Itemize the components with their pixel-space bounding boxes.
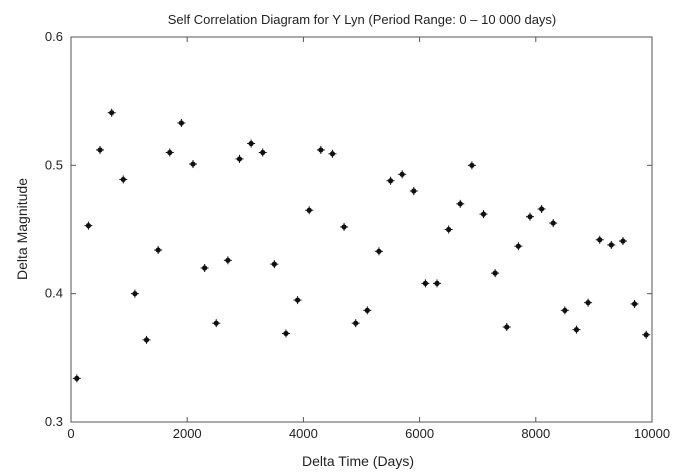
y-tick-label: 0.5 xyxy=(45,157,63,172)
data-point xyxy=(305,206,314,215)
data-point xyxy=(281,329,290,338)
plot-frame xyxy=(70,36,653,423)
data-point xyxy=(386,176,395,185)
x-axis-label: Delta Time (Days) xyxy=(302,453,414,469)
x-tick-label: 2000 xyxy=(173,426,202,441)
data-point xyxy=(235,154,244,163)
chart-title: Self Correlation Diagram for Y Lyn (Peri… xyxy=(168,12,557,27)
data-point xyxy=(537,204,546,213)
data-point xyxy=(572,325,581,334)
data-point xyxy=(293,296,302,305)
data-point xyxy=(107,108,116,117)
y-tick-label: 0.4 xyxy=(45,286,63,301)
data-point xyxy=(514,242,523,251)
data-point xyxy=(177,118,186,127)
data-point xyxy=(421,279,430,288)
data-point xyxy=(433,279,442,288)
data-point xyxy=(491,269,500,278)
data-point xyxy=(328,149,337,158)
data-points xyxy=(72,108,651,383)
data-point xyxy=(642,330,651,339)
y-tick-label: 0.6 xyxy=(45,29,63,44)
x-tick-label: 6000 xyxy=(405,426,434,441)
data-point xyxy=(630,299,639,308)
axis-ticks: 0 2000 4000 6000 8000 10000 0.3 0.4 0.5 0.6 xyxy=(45,29,670,441)
data-point xyxy=(142,335,151,344)
data-point xyxy=(479,210,488,219)
x-tick-label: 0 xyxy=(67,426,74,441)
y-axis-label: Delta Magnitude xyxy=(14,178,30,280)
data-point xyxy=(165,148,174,157)
data-point xyxy=(270,260,279,269)
data-point xyxy=(84,221,93,230)
data-point xyxy=(467,161,476,170)
data-point xyxy=(119,175,128,184)
data-point xyxy=(374,247,383,256)
data-point xyxy=(456,199,465,208)
data-point xyxy=(363,306,372,315)
data-point xyxy=(96,145,105,154)
x-tick-label: 10000 xyxy=(634,426,670,441)
data-point xyxy=(340,222,349,231)
data-point xyxy=(618,237,627,246)
data-point xyxy=(130,289,139,298)
data-point xyxy=(316,145,325,154)
data-point xyxy=(212,319,221,328)
data-point xyxy=(607,240,616,249)
data-point xyxy=(525,212,534,221)
y-tick-label: 0.3 xyxy=(45,414,63,429)
data-point xyxy=(154,246,163,255)
data-point xyxy=(258,148,267,157)
data-point xyxy=(200,264,209,272)
data-point xyxy=(189,160,198,169)
x-tick-label: 8000 xyxy=(521,426,550,441)
data-point xyxy=(595,235,604,244)
data-point xyxy=(247,139,256,148)
x-tick-label: 4000 xyxy=(289,426,318,441)
data-point xyxy=(351,319,360,328)
data-point xyxy=(502,323,511,332)
data-point xyxy=(72,374,81,383)
data-point xyxy=(223,256,232,265)
data-point xyxy=(560,306,569,315)
data-point xyxy=(409,187,418,195)
data-point xyxy=(444,225,453,234)
data-point xyxy=(398,170,407,179)
data-point xyxy=(549,219,558,228)
data-point xyxy=(584,298,593,307)
